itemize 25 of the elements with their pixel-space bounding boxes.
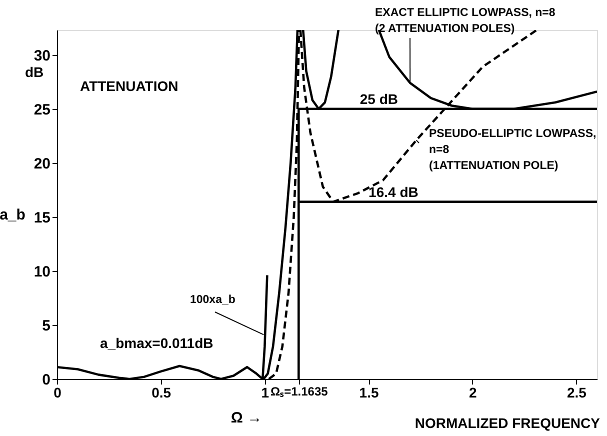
- annotation: 16.4 dB: [368, 184, 418, 200]
- annotation: 100xa_b: [190, 294, 236, 306]
- y-tick-label: 10: [34, 263, 50, 280]
- y-tick-label: 30: [34, 47, 50, 64]
- y-tick-label: 5: [42, 317, 50, 334]
- x-tick-label: 1: [261, 384, 270, 400]
- y-tick-label: 15: [34, 209, 50, 226]
- text: NORMALIZED FREQUENCY: [414, 415, 601, 431]
- y-tick-label: 20: [34, 155, 50, 172]
- text: dB: [25, 64, 44, 80]
- annotation: 25 dB: [360, 90, 398, 107]
- x-tick-label: 2.5: [566, 384, 587, 400]
- annotation: PSEUDO-ELLIPTIC LOWPASS, n=8 (1ATTENUATION POLE): [429, 128, 596, 172]
- annotation: a_bmax=0.011dB: [100, 335, 214, 351]
- annotation: ATTENUATION: [80, 78, 178, 94]
- x-axis-title: Ω →: [230, 410, 262, 426]
- y-axis-title: a_b: [0, 206, 26, 224]
- y-tick-label: 25: [34, 101, 50, 118]
- x-tick-label: Ωₛ=1.1635: [270, 384, 328, 398]
- x-tick-label: 0.5: [152, 384, 172, 400]
- y-tick-label: 0: [42, 372, 50, 388]
- x-tick-label: 0: [54, 384, 62, 400]
- x-tick-label: 1.5: [359, 384, 379, 400]
- x-tick-label: 2: [468, 384, 477, 400]
- annotation: EXACT ELLIPTIC LOWPASS, n=8 (2 ATTENUATION POLES): [375, 7, 556, 35]
